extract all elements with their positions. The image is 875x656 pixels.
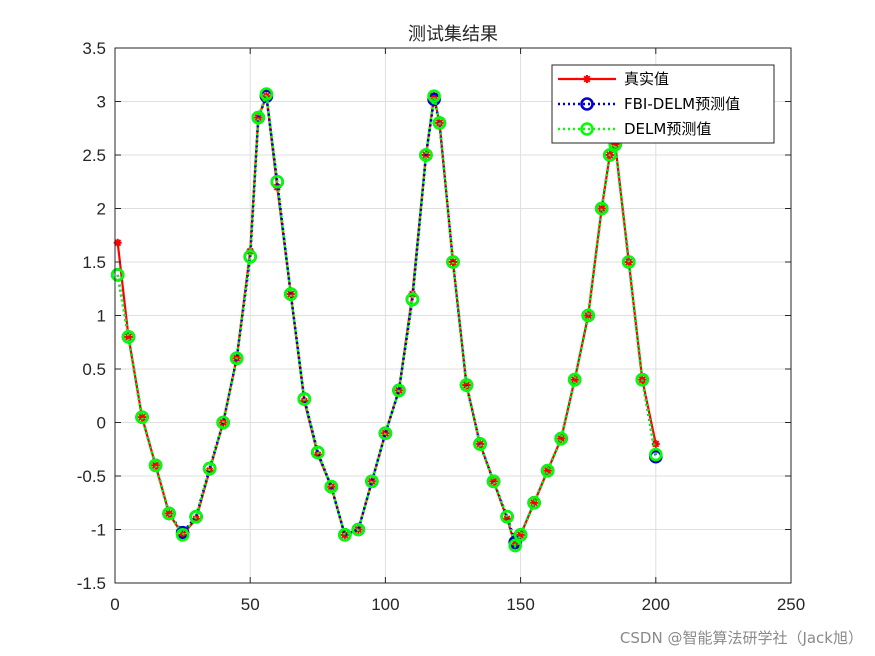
data-point-circle — [378, 426, 393, 441]
x-tick-label: 0 — [110, 595, 119, 614]
data-point-circle — [338, 528, 352, 542]
data-point-circle — [567, 372, 582, 387]
data-point-circle — [229, 351, 244, 366]
y-tick-label: 3.5 — [82, 39, 106, 58]
y-tick-label: -1 — [91, 521, 106, 540]
data-point-circle — [121, 330, 136, 344]
chart-title: 测试集结果 — [408, 24, 498, 45]
legend-marker — [583, 75, 591, 83]
x-tick-label: 150 — [506, 595, 534, 614]
data-point-circle — [554, 431, 568, 446]
data-point-circle — [189, 509, 203, 524]
data-point-circle — [324, 479, 339, 494]
data-point-circle — [216, 415, 230, 430]
series-line — [116, 93, 658, 550]
data-point-star — [597, 204, 606, 213]
data-point-circle — [540, 463, 555, 478]
data-point-circle — [432, 116, 447, 130]
legend-marker — [580, 97, 594, 111]
data-point-circle — [621, 255, 636, 269]
data-point-circle — [459, 378, 474, 392]
data-point-circle — [148, 458, 163, 473]
data-point-circle — [259, 87, 274, 101]
data-point-circle — [405, 292, 420, 307]
data-point-star — [165, 509, 174, 518]
data-point-circle — [297, 392, 312, 406]
data-point-circle — [310, 445, 325, 460]
legend-item-2: DELM预测值 — [558, 120, 711, 138]
y-tick-label: 3 — [97, 93, 106, 112]
data-point-circle — [202, 461, 217, 476]
data-point-circle — [635, 372, 650, 387]
y-tick-label: 2.5 — [82, 146, 106, 165]
x-tick-label: 100 — [371, 595, 399, 614]
legend-label: 真实值 — [624, 70, 669, 88]
legend-label: FBI-DELM预测值 — [624, 95, 740, 113]
legend-label: DELM预测值 — [624, 120, 711, 138]
legend-item-1: FBI-DELM预测值 — [558, 95, 740, 113]
data-point-circle — [351, 522, 366, 537]
y-tick-label: -0.5 — [77, 467, 106, 486]
data-point-circle — [500, 509, 514, 524]
y-tick-label: 1 — [97, 307, 106, 326]
data-point-circle — [594, 201, 609, 216]
watermark: CSDN @智能算法研学社（Jack旭） — [619, 629, 863, 647]
data-point-circle — [270, 174, 285, 189]
y-tick-label: 0 — [97, 414, 106, 433]
y-tick-label: 1.5 — [82, 253, 106, 272]
legend-marker — [580, 122, 594, 136]
data-point-circle — [527, 495, 541, 510]
data-point-circle — [419, 148, 433, 162]
data-point-circle — [243, 249, 257, 264]
data-point-circle — [162, 506, 176, 521]
axes: 0 50 100 150 200 250 -1.5 -1 -0.5 0 0.5 1 1.5 2 2.5 3 3.… — [77, 39, 805, 614]
data-point-circle — [513, 528, 528, 542]
x-tick-label: 200 — [642, 595, 670, 614]
legend-item-0: 真实值 — [558, 70, 669, 88]
data-point-circle — [446, 255, 460, 269]
x-tick-label: 250 — [777, 595, 805, 614]
data-point-circle — [473, 437, 487, 451]
data-point-circle — [135, 410, 149, 424]
data-point-circle — [486, 474, 501, 489]
x-tick-label: 50 — [241, 595, 260, 614]
data-point-circle — [581, 308, 596, 323]
y-tick-label: -1.5 — [77, 574, 106, 593]
data-point-circle — [365, 474, 379, 489]
data-point-circle — [110, 268, 125, 282]
data-point-circle — [427, 89, 441, 103]
y-tick-label: 0.5 — [82, 360, 106, 379]
y-tick-label: 2 — [97, 200, 106, 219]
data-point-circle — [392, 383, 406, 398]
series-2 — [110, 87, 663, 553]
data-point-circle — [508, 538, 522, 553]
data-point-circle — [283, 287, 298, 301]
legend: 真实值 FBI-DELM预测值 DELM预测值 — [551, 64, 775, 144]
data-point-circle — [648, 447, 663, 462]
data-point-circle — [251, 110, 266, 125]
data-point-circle — [603, 148, 617, 162]
series-layer — [110, 87, 663, 553]
data-point-circle — [175, 528, 190, 542]
